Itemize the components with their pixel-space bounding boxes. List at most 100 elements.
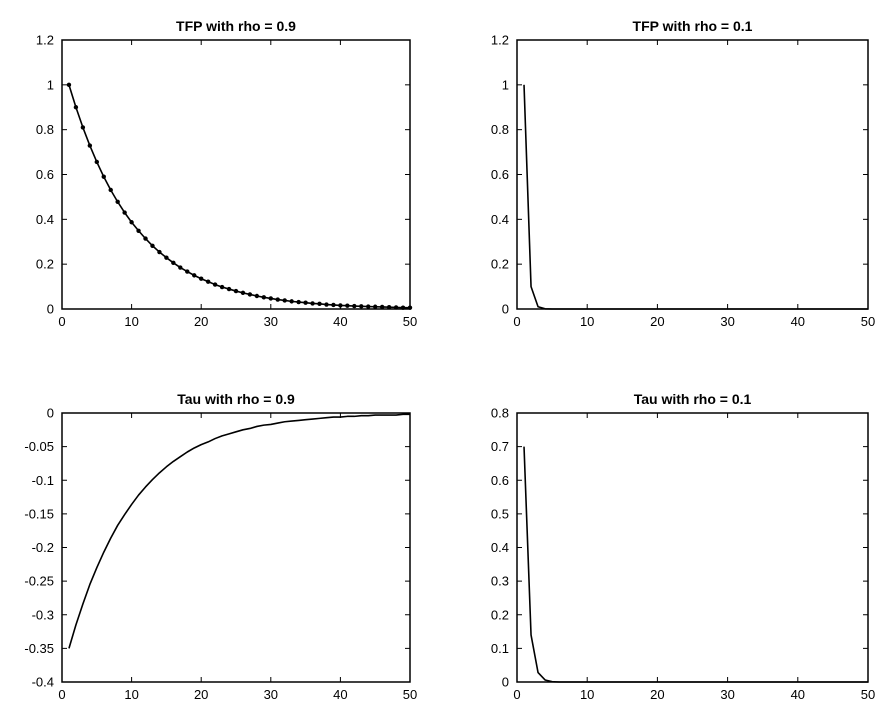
y-tick-label: 0.3 bbox=[491, 574, 509, 589]
plot-title: TFP with rho = 0.1 bbox=[633, 18, 753, 34]
x-tick-label: 10 bbox=[124, 687, 138, 702]
x-tick-label: 30 bbox=[264, 687, 278, 702]
data-point bbox=[199, 276, 204, 281]
x-tick-label: 40 bbox=[791, 687, 805, 702]
data-point bbox=[212, 282, 218, 287]
data-point bbox=[192, 273, 197, 278]
data-point bbox=[164, 255, 169, 260]
subplot-tau-rho-09: Tau with rho = 0.9 0 10 20 30 40 50 -0.4 -0.35 -0… bbox=[24, 391, 417, 702]
data-point bbox=[178, 265, 183, 270]
x-tick-label: 10 bbox=[124, 314, 138, 329]
subplot-tfp-rho-01: TFP with rho = 0.1 0 10 20 30 40 50 0 0.2 0.4 0.6 0… bbox=[491, 18, 875, 329]
x-tick-label: 0 bbox=[513, 687, 520, 702]
x-tick-label: 50 bbox=[861, 687, 875, 702]
x-tick-label: 20 bbox=[650, 687, 664, 702]
y-tick-label: -0.2 bbox=[32, 540, 54, 555]
x-tick-label: 10 bbox=[580, 687, 594, 702]
x-tick-label: 10 bbox=[580, 314, 594, 329]
data-point bbox=[386, 305, 392, 310]
data-point bbox=[303, 300, 308, 305]
y-tick-label: 0.4 bbox=[491, 212, 509, 227]
data-point bbox=[185, 269, 190, 274]
data-point bbox=[240, 290, 246, 296]
x-tick-label: 30 bbox=[720, 687, 734, 702]
x-tick-label: 40 bbox=[333, 687, 347, 702]
data-point bbox=[219, 284, 225, 290]
y-tick-label: -0.05 bbox=[24, 439, 54, 454]
data-point bbox=[66, 82, 72, 88]
x-tick-label: 0 bbox=[58, 314, 65, 329]
series-line bbox=[68, 413, 410, 649]
data-point bbox=[122, 210, 127, 215]
data-point bbox=[366, 304, 371, 309]
y-tick-label: 1 bbox=[47, 77, 54, 92]
y-tick-label: -0.1 bbox=[32, 473, 54, 488]
data-point bbox=[324, 302, 329, 307]
y-tick-label: 0.8 bbox=[491, 122, 509, 137]
y-tick-label: -0.4 bbox=[32, 675, 54, 690]
x-tick-label: 50 bbox=[861, 314, 875, 329]
data-point bbox=[129, 220, 134, 225]
axes-box bbox=[516, 39, 869, 310]
y-tick-label: 0.8 bbox=[36, 122, 54, 137]
data-point bbox=[345, 303, 350, 308]
axes-box bbox=[61, 39, 411, 310]
axes-box bbox=[61, 412, 411, 683]
data-point bbox=[359, 304, 364, 309]
y-tick-label: -0.35 bbox=[24, 641, 54, 656]
y-tick-label: 0 bbox=[47, 406, 54, 421]
x-tick-label: 20 bbox=[194, 687, 208, 702]
data-point bbox=[171, 260, 176, 266]
x-tick-label: 50 bbox=[403, 314, 417, 329]
y-tick-label: 0 bbox=[47, 302, 54, 317]
y-tick-label: 1.2 bbox=[36, 33, 54, 48]
y-tick-label: -0.3 bbox=[32, 607, 54, 622]
data-point bbox=[254, 293, 260, 299]
data-point bbox=[393, 305, 399, 310]
y-tick-label: 0.6 bbox=[491, 167, 509, 182]
y-tick-label: 0.4 bbox=[491, 540, 509, 555]
data-point bbox=[373, 304, 378, 309]
x-tick-label: 0 bbox=[513, 314, 520, 329]
x-tick-label: 20 bbox=[650, 314, 664, 329]
y-tick-label: 0.2 bbox=[36, 257, 54, 272]
data-point bbox=[261, 295, 267, 300]
data-point bbox=[205, 279, 211, 284]
y-tick-label: 0.8 bbox=[491, 406, 509, 421]
x-tick-label: 40 bbox=[333, 314, 347, 329]
subplot-tfp-rho-09: TFP with rho = 0.9 0 10 20 30 40 50 0 0.2 0.4 0.6 0… bbox=[36, 18, 417, 329]
data-point bbox=[73, 105, 79, 110]
plot-title: Tau with rho = 0.1 bbox=[634, 391, 752, 407]
data-point bbox=[289, 299, 294, 304]
x-tick-label: 40 bbox=[791, 314, 805, 329]
data-point bbox=[226, 286, 232, 292]
data-point bbox=[275, 297, 280, 302]
y-tick-label: 0.2 bbox=[491, 607, 509, 622]
x-tick-label: 30 bbox=[264, 314, 278, 329]
series-line bbox=[523, 446, 868, 683]
x-tick-label: 0 bbox=[58, 687, 65, 702]
plot-title: TFP with rho = 0.9 bbox=[176, 18, 296, 34]
data-point bbox=[136, 228, 141, 233]
y-tick-label: 0.6 bbox=[491, 473, 509, 488]
y-tick-label: 0 bbox=[502, 302, 509, 317]
y-tick-label: 0 bbox=[502, 675, 509, 690]
y-tick-label: 1.2 bbox=[491, 33, 509, 48]
data-point bbox=[115, 199, 120, 205]
data-point bbox=[108, 187, 113, 193]
data-point bbox=[352, 303, 357, 309]
data-point bbox=[157, 249, 162, 255]
y-tick-label: 0.1 bbox=[491, 641, 509, 656]
data-point bbox=[407, 305, 413, 310]
plot-title: Tau with rho = 0.9 bbox=[177, 391, 295, 407]
x-tick-label: 20 bbox=[194, 314, 208, 329]
data-point bbox=[338, 303, 343, 308]
data-point bbox=[247, 292, 253, 297]
data-point bbox=[233, 288, 239, 294]
data-point bbox=[331, 302, 336, 308]
y-tick-label: 0.2 bbox=[491, 257, 509, 272]
y-tick-label: -0.15 bbox=[24, 506, 54, 521]
data-point bbox=[80, 125, 86, 130]
data-point bbox=[143, 236, 148, 241]
